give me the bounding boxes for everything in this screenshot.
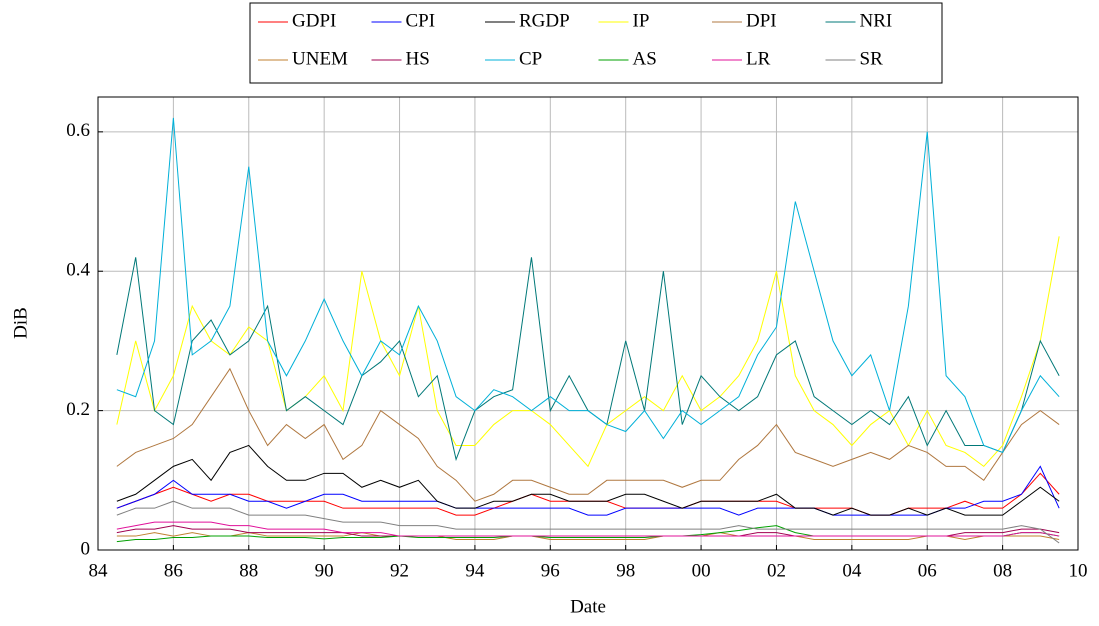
y-tick-label: 0.6 [66,120,90,141]
series-line [116,236,1060,468]
legend-label: SR [860,48,884,69]
x-tick-label: 94 [465,560,485,581]
legend-label: GDPI [292,10,336,31]
legend-label: RGDP [519,10,570,31]
legend-label: HS [406,48,430,69]
y-tick-label: 0.4 [66,260,90,281]
x-tick-label: 86 [164,560,183,581]
x-tick-label: 06 [918,560,937,581]
x-tick-label: 08 [993,560,1012,581]
legend-label: DPI [746,10,777,31]
series-line [116,521,1060,537]
y-tick-label: 0 [81,538,91,559]
legend-box [249,2,943,84]
legend-label: CPI [406,10,436,31]
x-tick-label: 02 [767,560,786,581]
x-tick-label: 92 [390,560,409,581]
legend-label: UNEM [292,48,348,69]
x-tick-label: 10 [1069,560,1088,581]
legend-label: CP [519,48,542,69]
series-line [116,117,1060,454]
y-tick-label: 0.2 [66,399,90,420]
plot-frame [97,96,1079,551]
x-axis-label: Date [570,596,606,617]
series-line [116,367,1060,502]
x-tick-label: 84 [89,560,109,581]
x-tick-label: 96 [541,560,560,581]
series-line [116,532,1060,541]
y-axis-label: DiB [10,307,31,339]
legend-label: NRI [860,10,893,31]
x-tick-label: 90 [315,560,334,581]
x-tick-label: 88 [239,560,258,581]
x-tick-label: 00 [692,560,711,581]
x-tick-label: 98 [616,560,635,581]
series-line [116,444,1060,516]
legend-label: AS [633,48,657,69]
legend-label: LR [746,48,771,69]
legend-label: IP [633,10,650,31]
series-line [116,465,1060,516]
x-tick-label: 04 [842,560,862,581]
series-line [116,500,1060,544]
